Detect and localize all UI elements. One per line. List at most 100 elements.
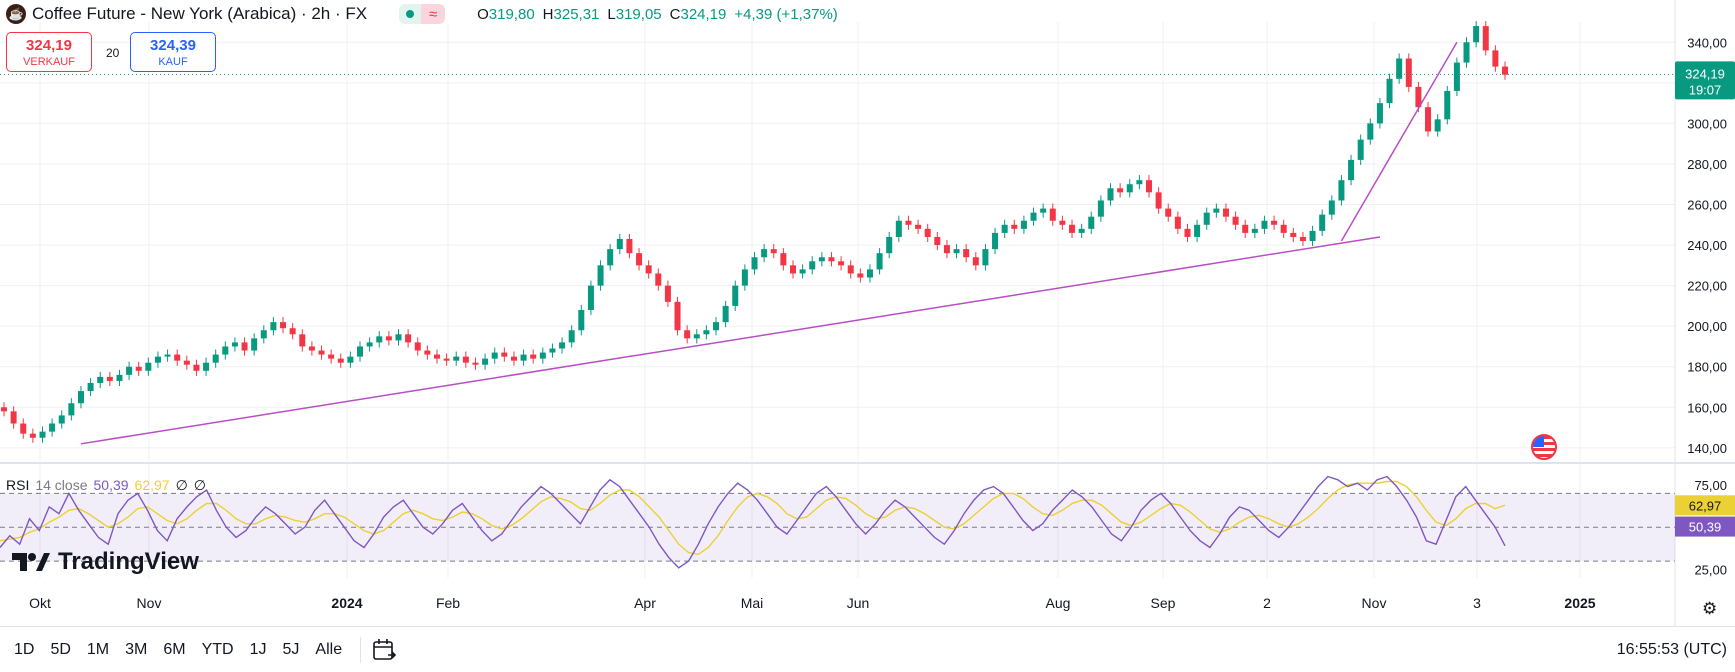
candle-body — [1126, 184, 1133, 193]
range-1d[interactable]: 1D — [14, 640, 35, 658]
tradingview-logo[interactable]: TradingView — [12, 548, 199, 576]
candle-body — [568, 330, 575, 343]
bottom-toolbar: 1D 5D 1M 3M 6M YTD 1J 5J Alle 16:55:53 (… — [0, 626, 1735, 672]
candle-body — [414, 342, 421, 351]
candle-body — [943, 245, 950, 254]
candle-body — [895, 220, 902, 237]
candle-body — [1222, 208, 1229, 217]
range-1m[interactable]: 1M — [86, 640, 110, 658]
candle-body — [1405, 58, 1412, 87]
range-1j[interactable]: 1J — [249, 640, 267, 658]
candle-body — [559, 342, 566, 349]
candle-body — [1078, 228, 1085, 233]
open-value: 319,80 — [488, 5, 535, 23]
candle-body — [260, 330, 267, 339]
range-6m[interactable]: 6M — [163, 640, 186, 658]
current-price-value: 324,19 — [1685, 66, 1725, 81]
candle-body — [1415, 86, 1422, 108]
candle-body — [183, 360, 190, 365]
candle-body — [1020, 220, 1027, 229]
close-value: 324,19 — [680, 5, 727, 23]
sell-label: VERKAUF — [23, 56, 75, 68]
time-axis-label: Apr — [634, 595, 656, 611]
range-alle[interactable]: Alle — [315, 640, 343, 658]
market-status[interactable]: ≈ — [399, 4, 446, 24]
candle-body — [972, 257, 979, 266]
candle-body — [684, 330, 691, 339]
rsi-legend[interactable]: RSI 14 close 50,39 62,97 ∅ ∅ — [6, 477, 206, 494]
candle-body — [308, 346, 315, 351]
candle-body — [1482, 26, 1489, 51]
calendar-icon[interactable] — [371, 637, 397, 663]
rsi-ma-tag — [1675, 495, 1735, 516]
candle-body — [289, 328, 296, 335]
candle-body — [1145, 180, 1152, 193]
candle-body — [1165, 208, 1172, 217]
candle-body — [29, 433, 36, 438]
candle-body — [1425, 107, 1432, 132]
settings-icon[interactable]: ⚙ — [1702, 599, 1718, 618]
candle-body — [1232, 216, 1239, 225]
candle-body — [924, 228, 931, 237]
range-3m[interactable]: 3M — [125, 640, 148, 658]
candle-body — [193, 364, 200, 371]
price-chart[interactable]: 140,00 160,00 180,00 200,00 220,00 240,00 260,… — [0, 0, 1735, 626]
candle-body — [549, 348, 556, 353]
buy-price: 324,39 — [150, 37, 196, 54]
candle-body — [1357, 139, 1364, 160]
rsi-name: RSI — [6, 477, 30, 493]
range-5d[interactable]: 5D — [50, 640, 71, 658]
candle-body — [809, 261, 816, 270]
candle-body — [1107, 188, 1114, 201]
buy-button[interactable]: 324,39 KAUF — [130, 32, 216, 72]
price-axis-label: 280,00 — [1687, 157, 1727, 172]
current-price-tag — [1675, 61, 1735, 100]
candle-body — [1290, 232, 1297, 237]
tradingview-wordmark: TradingView — [58, 548, 199, 575]
candle-body — [1492, 50, 1499, 67]
candle-body — [607, 249, 614, 266]
candle-body — [1348, 159, 1355, 181]
candle-body — [405, 334, 412, 343]
range-5j[interactable]: 5J — [282, 640, 300, 658]
candle-body — [886, 236, 893, 254]
us-flag-icon[interactable] — [1531, 434, 1557, 460]
time-axis-label: Feb — [436, 595, 460, 611]
candle-body — [462, 356, 469, 363]
range-ytd[interactable]: YTD — [201, 640, 234, 658]
candle-body — [1444, 90, 1451, 120]
candle-body — [1117, 188, 1124, 193]
chart-header: ☕ Coffee Future - New York (Arabica) · 2… — [6, 3, 838, 25]
candle-body — [520, 354, 527, 361]
symbol-title[interactable]: Coffee Future - New York (Arabica) · 2h … — [32, 4, 368, 23]
candle-body — [587, 285, 594, 310]
rsi-ma-value: 62,97 — [134, 477, 170, 493]
candle-body — [1319, 214, 1326, 231]
candle-body — [77, 391, 84, 404]
candle-body — [876, 253, 883, 270]
ohlc-values: O319,80 H325,31 L319,05 C324,19 +4,39 (+… — [477, 5, 838, 23]
utc-clock[interactable]: 16:55:53 (UTC) — [1616, 640, 1727, 658]
candle-body — [1453, 62, 1460, 91]
spread-value: 20 — [106, 46, 120, 60]
toolbar-divider — [360, 636, 362, 663]
time-axis-label: Nov — [1362, 595, 1387, 611]
time-axis-label: Mai — [741, 595, 764, 611]
candle-body — [1040, 208, 1047, 213]
candle-body — [443, 358, 450, 361]
candle-body — [530, 354, 537, 359]
candle-body — [770, 249, 777, 254]
candle-body — [357, 346, 364, 357]
candle-body — [1299, 236, 1306, 242]
candle-body — [1155, 192, 1162, 209]
candle-body — [992, 232, 999, 250]
candle-body — [963, 249, 970, 258]
high-value: 325,31 — [553, 5, 600, 23]
candle-body — [664, 285, 671, 302]
candle-body — [780, 253, 787, 266]
sell-price: 324,19 — [26, 37, 72, 54]
sell-button[interactable]: 324,19 VERKAUF — [6, 32, 92, 72]
candle-body — [1069, 224, 1076, 233]
candle-body — [347, 356, 354, 363]
rsi-extra-2: ∅ — [193, 477, 206, 493]
